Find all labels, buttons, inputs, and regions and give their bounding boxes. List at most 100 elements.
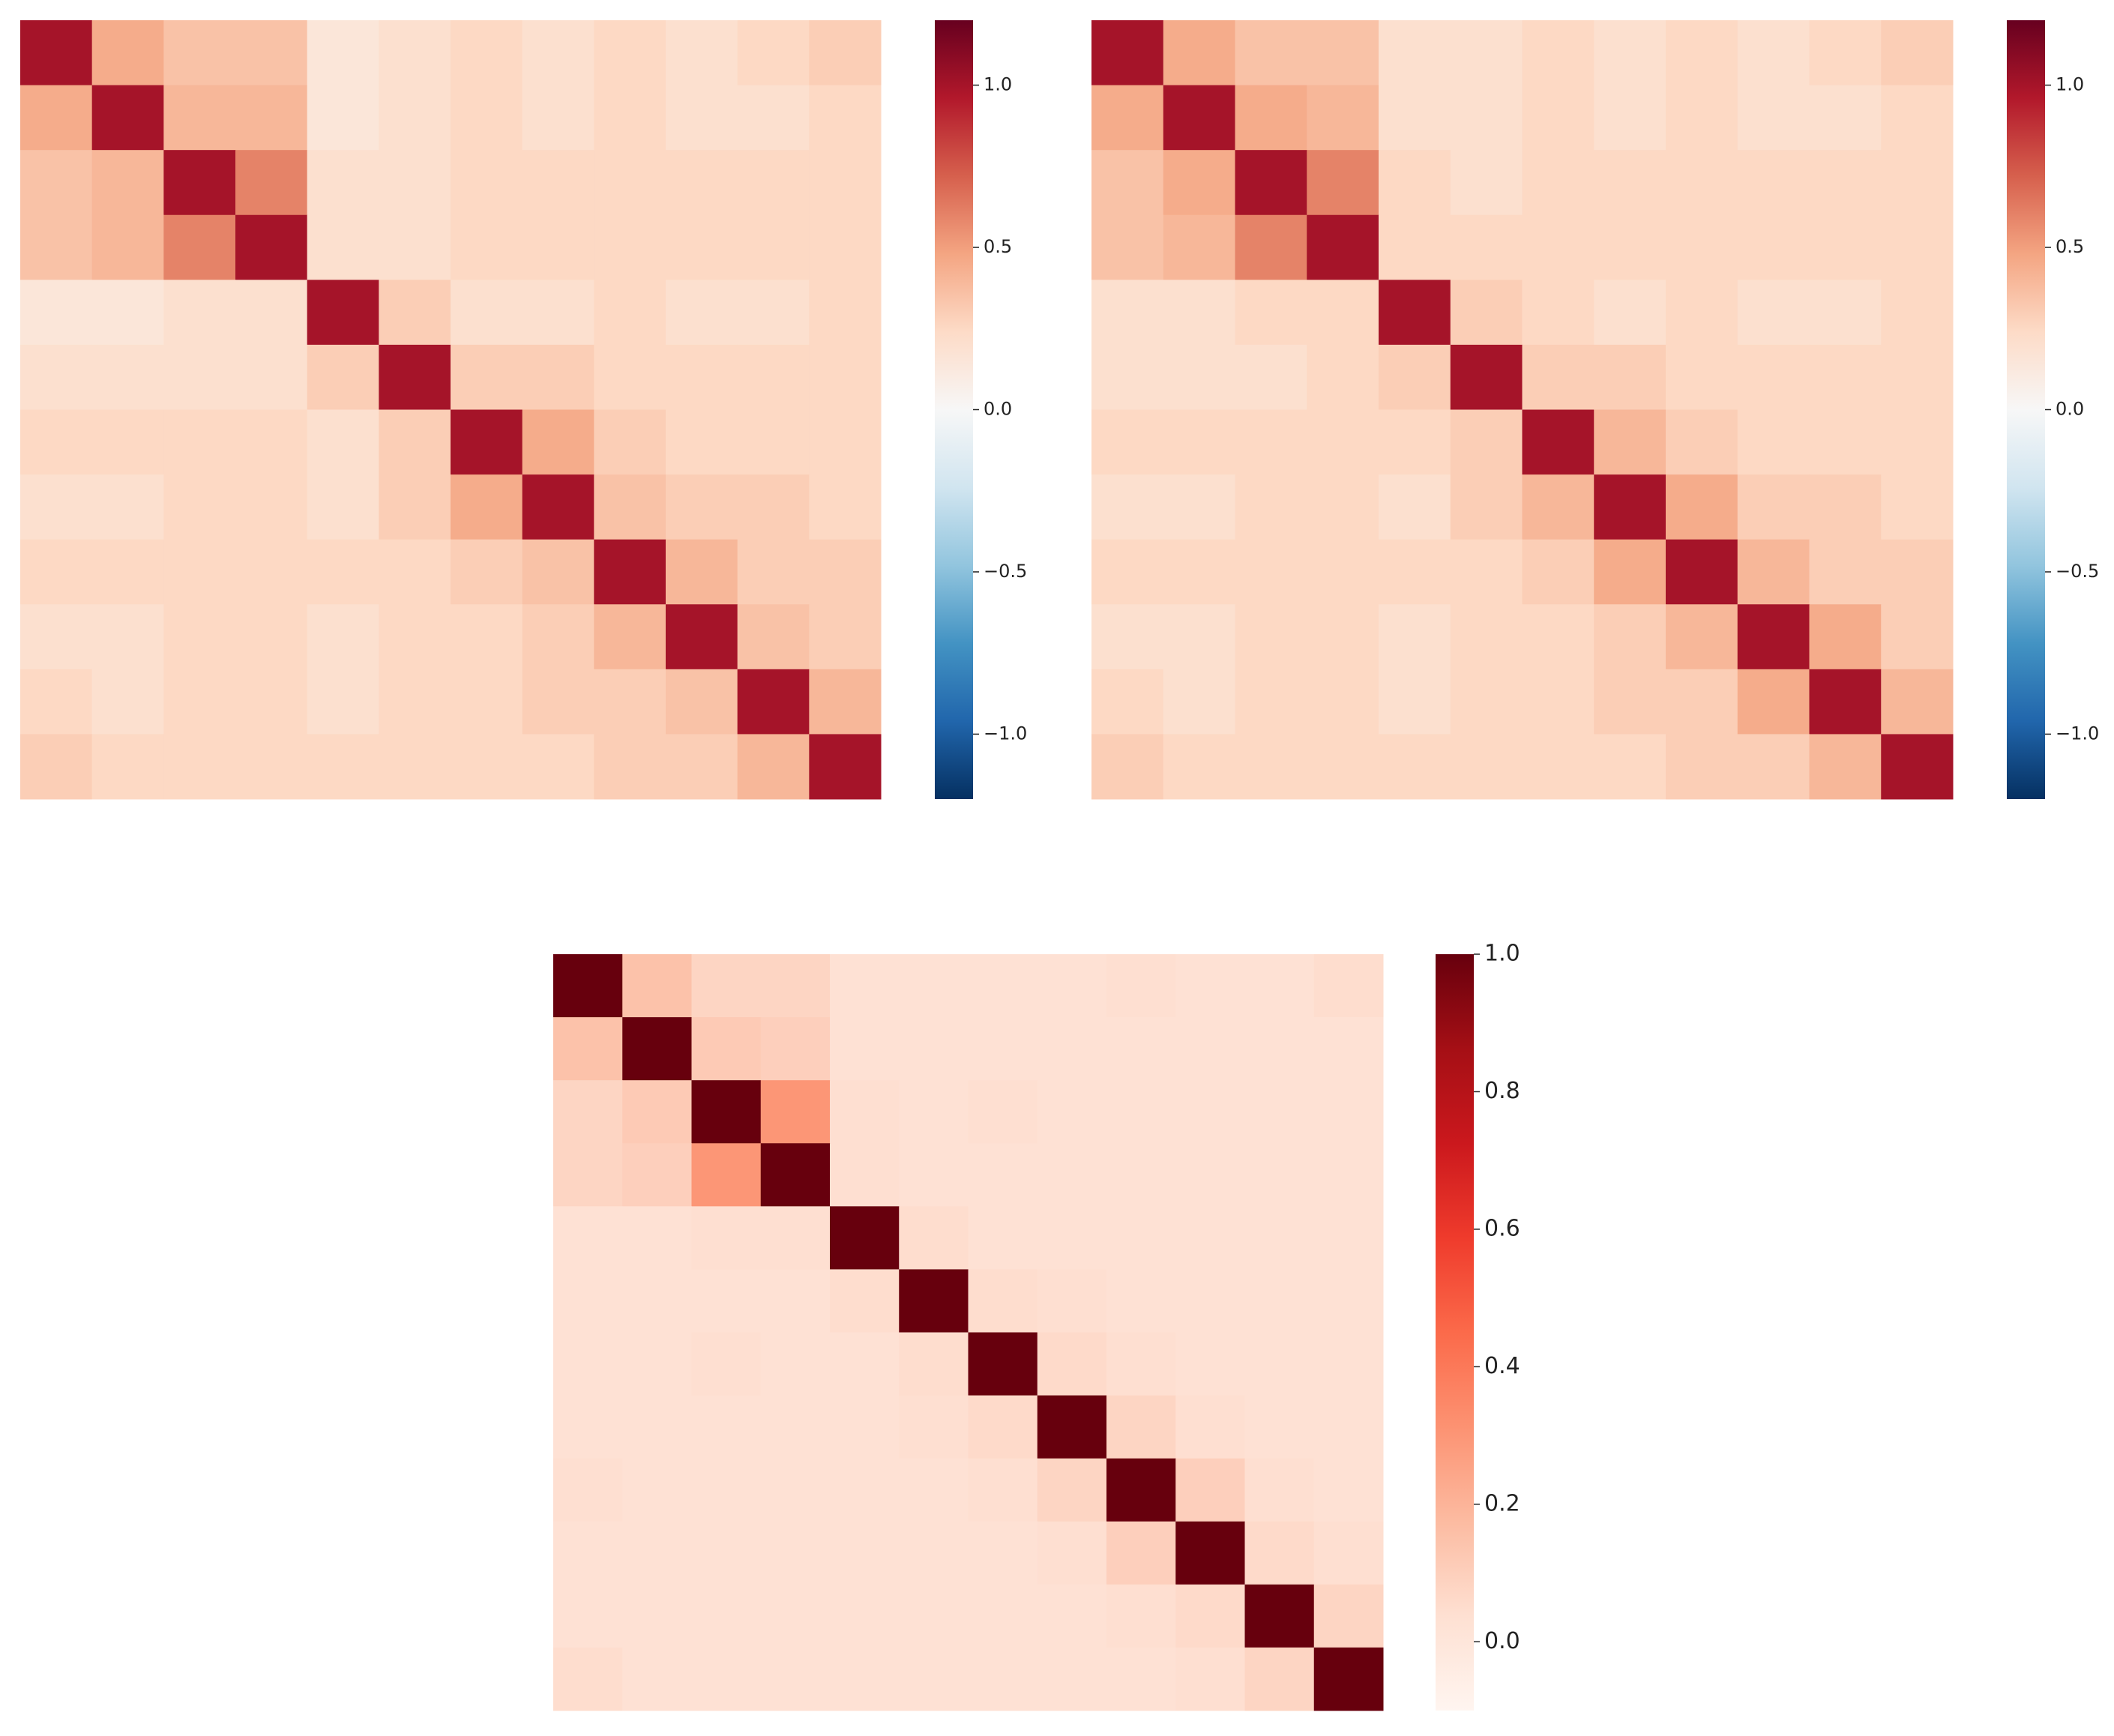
heatmap-cell xyxy=(622,1584,692,1648)
heatmap-cell xyxy=(1379,344,1451,410)
heatmap-cell xyxy=(622,954,692,1018)
heatmap-cell xyxy=(1037,1647,1107,1711)
heatmap-cell xyxy=(830,1269,900,1333)
heatmap-cell xyxy=(1809,409,1882,475)
heatmap-cell xyxy=(1244,1332,1315,1396)
heatmap-cell xyxy=(235,214,308,280)
heatmap-cell xyxy=(760,1584,831,1648)
heatmap-cell xyxy=(899,1206,969,1270)
heatmap-cell xyxy=(451,604,523,670)
heatmap-cell xyxy=(163,474,236,540)
heatmap-cell xyxy=(1379,669,1451,735)
heatmap-cell xyxy=(1175,1206,1245,1270)
heatmap-cell xyxy=(379,20,451,86)
heatmap-cell xyxy=(1106,1269,1176,1333)
heatmap-cell xyxy=(1307,409,1379,475)
heatmap-cell xyxy=(809,669,882,735)
heatmap-cell xyxy=(1594,409,1666,475)
heatmap-cell xyxy=(1666,539,1738,605)
heatmap-cell xyxy=(163,409,236,475)
heatmap-cell xyxy=(968,954,1038,1018)
heatmap-cell xyxy=(1881,604,1954,670)
heatmap-cell xyxy=(91,214,164,280)
heatmap-cell xyxy=(809,150,882,216)
heatmap-cell xyxy=(1091,409,1164,475)
heatmap-cell xyxy=(594,604,666,670)
heatmap-cell xyxy=(522,280,594,346)
heatmap-cell xyxy=(1666,85,1738,151)
colorbar-tick-label: 0.6 xyxy=(1484,1215,1520,1241)
heatmap-cell xyxy=(899,1269,969,1333)
heatmap-cell xyxy=(666,669,738,735)
heatmap-cell xyxy=(553,1017,623,1081)
heatmap-cell xyxy=(830,954,900,1018)
heatmap-cell xyxy=(1037,1206,1107,1270)
heatmap-cell xyxy=(594,20,666,86)
heatmap-cell xyxy=(899,954,969,1018)
heatmap-cell xyxy=(737,20,810,86)
heatmap-cell xyxy=(235,474,308,540)
heatmap-cell xyxy=(235,150,308,216)
heatmap-cell xyxy=(760,954,831,1018)
heatmap-cell xyxy=(522,85,594,151)
heatmap-cell xyxy=(809,474,882,540)
heatmap-cell xyxy=(737,409,810,475)
heatmap-cell xyxy=(809,85,882,151)
colorbar-tick-label: 0.5 xyxy=(2056,236,2084,257)
heatmap-cell xyxy=(666,280,738,346)
heatmap-cell xyxy=(1106,1017,1176,1081)
heatmap-cell xyxy=(622,1647,692,1711)
heatmap-cell xyxy=(1037,1584,1107,1648)
heatmap-cell xyxy=(379,280,451,346)
heatmap-cell xyxy=(1037,1017,1107,1081)
heatmap-cell xyxy=(1244,1143,1315,1207)
heatmap-cell xyxy=(1594,20,1666,86)
heatmap-cell xyxy=(968,1017,1038,1081)
heatmap-cell xyxy=(1881,734,1954,800)
heatmap-cell xyxy=(307,150,379,216)
heatmap-cell xyxy=(1235,409,1307,475)
heatmap-cell xyxy=(1175,1332,1245,1396)
heatmap-cell xyxy=(235,344,308,410)
heatmap-cell xyxy=(163,85,236,151)
heatmap-cell xyxy=(1450,280,1523,346)
colorbar-tick-label: −0.5 xyxy=(2056,561,2099,582)
heatmap-cell xyxy=(1163,20,1235,86)
colorbar-tick-label: 0.0 xyxy=(2056,399,2084,420)
heatmap-cell xyxy=(1666,280,1738,346)
heatmap-cell xyxy=(691,1521,762,1585)
heatmap-cell xyxy=(737,150,810,216)
heatmap-cell xyxy=(1091,20,1164,86)
heatmap-cell xyxy=(163,669,236,735)
heatmap-cell xyxy=(1244,1080,1315,1144)
heatmap-cell xyxy=(1091,734,1164,800)
heatmap-cell xyxy=(1106,1395,1176,1459)
heatmap-cell xyxy=(809,539,882,605)
heatmap-cell xyxy=(1450,409,1523,475)
colorbar-tick-label: 0.8 xyxy=(1484,1078,1520,1104)
heatmap-cell xyxy=(1091,214,1164,280)
heatmap-cell xyxy=(522,20,594,86)
heatmap-cell xyxy=(830,1143,900,1207)
heatmap-cell xyxy=(1737,280,1810,346)
colorbar-tick-label: 0.0 xyxy=(1484,1628,1520,1654)
heatmap-cell xyxy=(1450,344,1523,410)
heatmap-cell xyxy=(1450,734,1523,800)
heatmap-cell xyxy=(91,280,164,346)
heatmap-cell xyxy=(307,474,379,540)
heatmap-cell xyxy=(1037,1395,1107,1459)
heatmap-cell xyxy=(1235,539,1307,605)
heatmap-cell xyxy=(553,1647,623,1711)
heatmap-cell xyxy=(91,734,164,800)
heatmap xyxy=(20,20,882,800)
heatmap-cell xyxy=(20,604,93,670)
heatmap-cell xyxy=(1091,280,1164,346)
heatmap-cell xyxy=(1091,344,1164,410)
heatmap-cell xyxy=(1666,669,1738,735)
heatmap-cell xyxy=(830,1017,900,1081)
heatmap-cell xyxy=(379,150,451,216)
heatmap-cell xyxy=(1175,1647,1245,1711)
heatmap-cell xyxy=(1175,1584,1245,1648)
heatmap-cell xyxy=(1737,150,1810,216)
heatmap-cell xyxy=(379,214,451,280)
